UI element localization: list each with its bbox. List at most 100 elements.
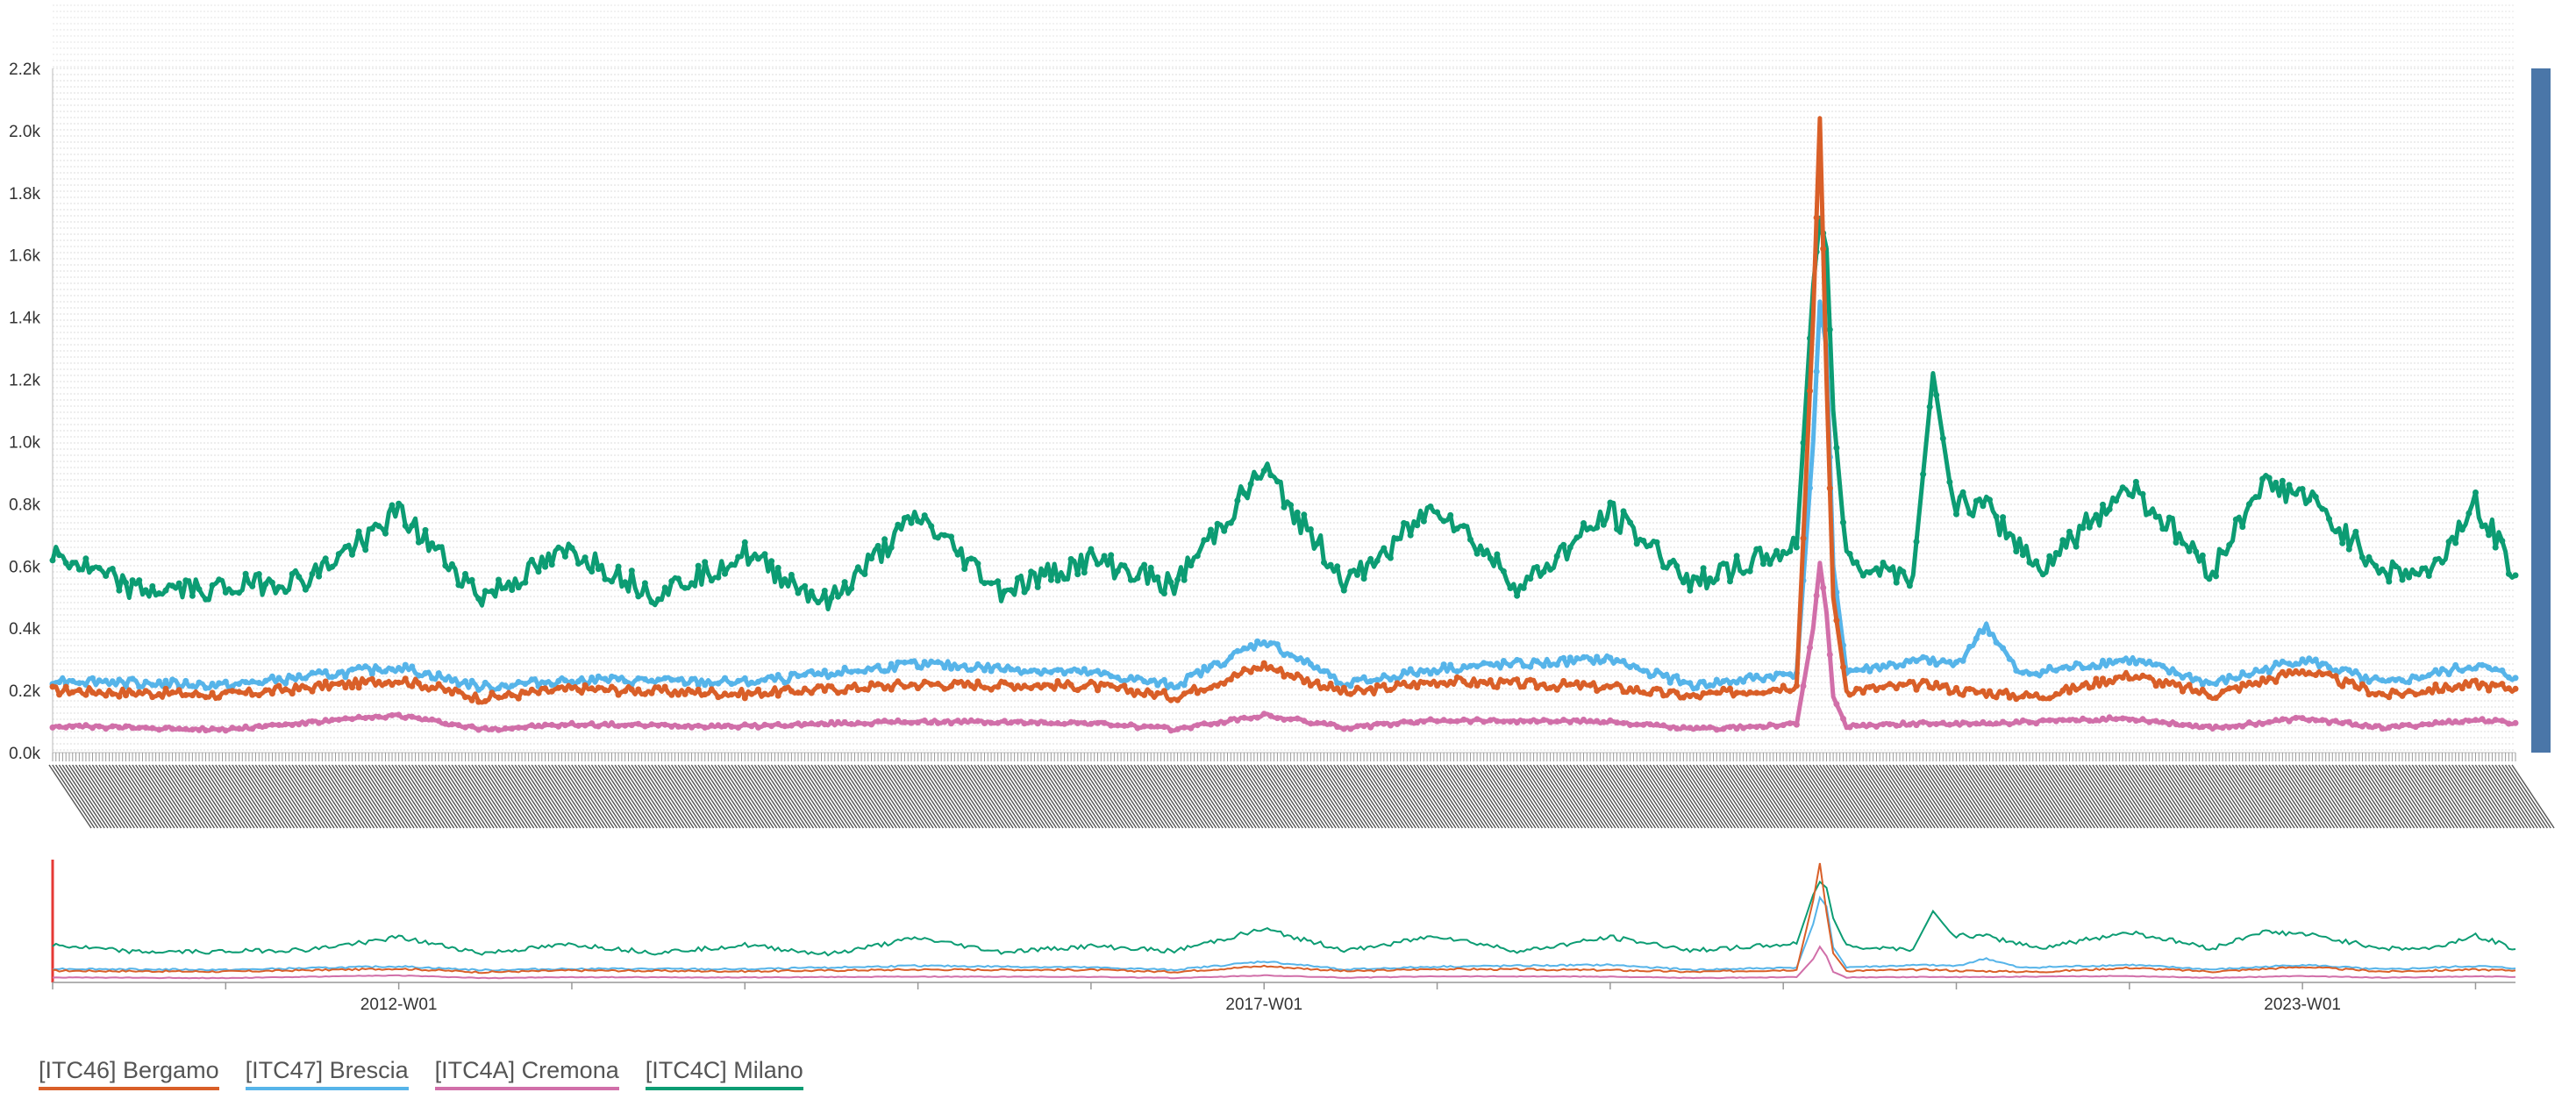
data-point[interactable] — [1747, 672, 1753, 678]
data-point[interactable] — [455, 689, 461, 695]
data-point[interactable] — [1687, 680, 1693, 686]
data-point[interactable] — [82, 722, 89, 728]
data-point[interactable] — [1833, 618, 1839, 624]
data-point[interactable] — [1241, 666, 1247, 672]
data-point[interactable] — [2452, 540, 2458, 546]
data-point[interactable] — [2300, 715, 2306, 721]
data-point[interactable] — [1008, 587, 1014, 593]
data-point[interactable] — [1994, 639, 2000, 646]
data-point[interactable] — [1514, 719, 1520, 725]
data-point[interactable] — [489, 589, 495, 595]
data-point[interactable] — [1727, 578, 1733, 584]
data-point[interactable] — [69, 724, 75, 730]
data-point[interactable] — [2439, 666, 2445, 672]
data-point[interactable] — [1960, 489, 1966, 496]
data-point[interactable] — [1361, 575, 1367, 582]
data-point[interactable] — [1208, 722, 1214, 728]
data-point[interactable] — [1960, 719, 1966, 725]
data-point[interactable] — [1441, 518, 1447, 525]
data-point[interactable] — [2040, 571, 2046, 577]
data-point[interactable] — [349, 552, 355, 558]
data-point[interactable] — [249, 678, 255, 684]
data-point[interactable] — [1953, 720, 1959, 726]
data-point[interactable] — [1088, 546, 1094, 553]
data-point[interactable] — [1374, 677, 1381, 683]
data-point[interactable] — [2213, 681, 2219, 687]
data-point[interactable] — [2373, 691, 2379, 697]
data-point[interactable] — [1946, 479, 1952, 485]
data-point[interactable] — [1141, 678, 1147, 684]
data-point[interactable] — [1521, 683, 1527, 689]
data-point[interactable] — [1940, 657, 1946, 663]
data-point[interactable] — [1920, 678, 1926, 684]
data-point[interactable] — [243, 571, 249, 577]
data-point[interactable] — [1847, 725, 1853, 731]
data-point[interactable] — [522, 580, 528, 586]
data-point[interactable] — [1401, 520, 1407, 526]
data-point[interactable] — [1055, 678, 1061, 684]
data-point[interactable] — [729, 681, 735, 687]
data-point[interactable] — [282, 681, 289, 687]
data-point[interactable] — [2180, 689, 2186, 695]
data-point[interactable] — [1621, 658, 1627, 664]
data-point[interactable] — [2446, 685, 2452, 691]
data-point[interactable] — [503, 725, 509, 732]
data-point[interactable] — [489, 689, 495, 696]
data-point[interactable] — [1581, 654, 1587, 661]
data-point[interactable] — [875, 718, 881, 725]
data-point[interactable] — [895, 660, 901, 666]
data-point[interactable] — [282, 686, 289, 692]
data-point[interactable] — [2333, 718, 2339, 724]
data-point[interactable] — [1102, 682, 1108, 688]
data-point[interactable] — [1460, 678, 1466, 684]
data-point[interactable] — [2233, 517, 2239, 523]
data-point[interactable] — [1048, 577, 1054, 583]
data-point[interactable] — [1308, 661, 1314, 668]
data-point[interactable] — [96, 565, 103, 571]
data-point[interactable] — [1853, 686, 1859, 692]
data-point[interactable] — [2486, 532, 2492, 538]
data-point[interactable] — [715, 722, 721, 728]
data-point[interactable] — [2140, 491, 2146, 497]
data-point[interactable] — [2093, 675, 2099, 682]
data-point[interactable] — [1254, 715, 1260, 721]
data-point[interactable] — [582, 723, 589, 729]
data-point[interactable] — [729, 724, 735, 730]
data-point[interactable] — [1474, 551, 1481, 557]
data-point[interactable] — [1614, 719, 1620, 725]
data-point[interactable] — [616, 676, 622, 682]
data-point[interactable] — [1188, 688, 1194, 694]
data-point[interactable] — [1261, 661, 1267, 667]
data-point[interactable] — [2300, 656, 2306, 662]
data-point[interactable] — [609, 578, 615, 584]
data-point[interactable] — [1866, 722, 1873, 728]
data-point[interactable] — [143, 688, 149, 694]
data-point[interactable] — [635, 593, 641, 599]
data-point[interactable] — [2220, 675, 2226, 681]
data-point[interactable] — [1940, 720, 1946, 726]
data-point[interactable] — [822, 721, 828, 727]
data-point[interactable] — [1767, 722, 1773, 728]
data-point[interactable] — [210, 582, 216, 589]
data-point[interactable] — [1308, 720, 1314, 726]
data-point[interactable] — [868, 667, 874, 673]
data-point[interactable] — [2406, 722, 2412, 728]
data-point[interactable] — [881, 668, 888, 675]
data-point[interactable] — [2166, 669, 2173, 675]
data-point[interactable] — [2046, 553, 2052, 560]
legend-item[interactable]: [ITC4A] Cremona — [435, 1055, 619, 1090]
data-point[interactable] — [2273, 679, 2279, 685]
data-point[interactable] — [375, 679, 382, 685]
data-point[interactable] — [1068, 719, 1074, 725]
data-point[interactable] — [2213, 695, 2219, 701]
data-point[interactable] — [1654, 686, 1660, 692]
data-point[interactable] — [2300, 486, 2306, 492]
data-point[interactable] — [123, 692, 129, 698]
data-point[interactable] — [289, 722, 296, 728]
data-point[interactable] — [2339, 720, 2345, 726]
data-point[interactable] — [861, 721, 867, 727]
data-point[interactable] — [396, 680, 402, 686]
data-point[interactable] — [1481, 718, 1487, 725]
legend-item[interactable]: [ITC47] Brescia — [246, 1055, 409, 1090]
data-point[interactable] — [2266, 475, 2273, 481]
